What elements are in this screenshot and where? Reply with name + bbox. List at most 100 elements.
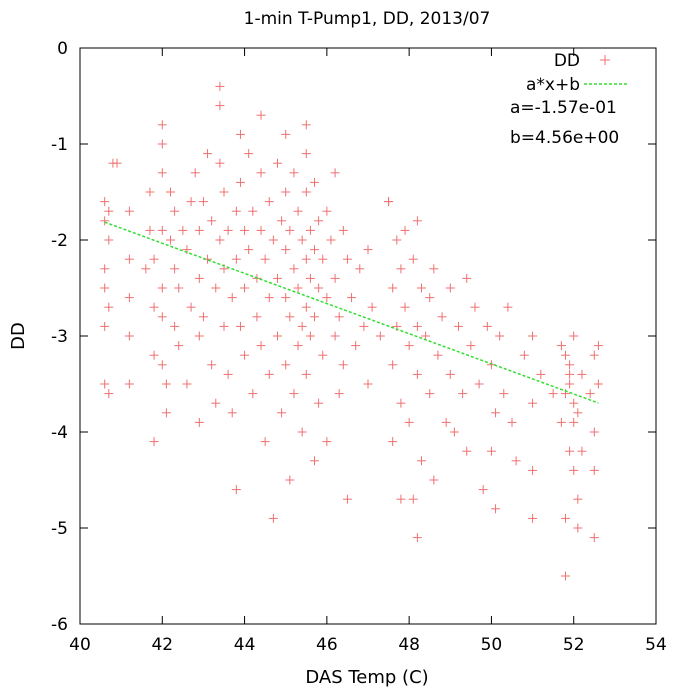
data-point xyxy=(565,446,575,456)
data-point xyxy=(556,417,566,427)
data-point xyxy=(240,350,250,360)
data-point xyxy=(445,369,455,379)
data-point xyxy=(334,312,344,322)
data-point xyxy=(235,321,245,331)
data-point xyxy=(215,81,225,91)
data-point xyxy=(285,225,295,235)
data-point xyxy=(268,513,278,523)
data-point xyxy=(375,331,385,341)
data-point xyxy=(256,168,266,178)
data-point xyxy=(573,408,583,418)
data-point xyxy=(310,245,320,255)
data-point xyxy=(297,427,307,437)
data-point xyxy=(124,379,134,389)
data-point xyxy=(322,206,332,216)
data-point xyxy=(174,341,184,351)
data-point xyxy=(252,312,262,322)
data-point xyxy=(112,158,122,168)
data-point xyxy=(400,225,410,235)
data-point xyxy=(248,206,258,216)
data-point xyxy=(429,475,439,485)
data-point xyxy=(100,197,110,207)
data-point xyxy=(215,235,225,245)
data-point xyxy=(359,321,369,331)
axis-ticks xyxy=(80,48,656,624)
data-point xyxy=(404,417,414,427)
data-point xyxy=(301,369,311,379)
data-point xyxy=(272,273,282,283)
data-point xyxy=(227,293,237,303)
data-point xyxy=(412,533,422,543)
data-point xyxy=(301,187,311,197)
data-point xyxy=(577,369,587,379)
data-point xyxy=(585,389,595,399)
data-point xyxy=(458,389,468,399)
data-point xyxy=(124,206,134,216)
data-point xyxy=(124,331,134,341)
data-point xyxy=(100,321,110,331)
data-point xyxy=(124,254,134,264)
data-point xyxy=(388,360,398,370)
data-point xyxy=(462,273,472,283)
data-point xyxy=(470,302,480,312)
data-point xyxy=(194,225,204,235)
data-point xyxy=(281,293,291,303)
data-point xyxy=(305,273,315,283)
data-point xyxy=(560,513,570,523)
data-point xyxy=(499,389,509,399)
data-point xyxy=(528,513,538,523)
data-point xyxy=(351,341,361,351)
data-point xyxy=(589,427,599,437)
data-point xyxy=(124,293,134,303)
data-point xyxy=(186,197,196,207)
data-point xyxy=(235,129,245,139)
data-point xyxy=(318,350,328,360)
data-point xyxy=(190,168,200,178)
data-point xyxy=(157,225,167,235)
data-point xyxy=(388,437,398,447)
data-point xyxy=(548,389,558,399)
data-point xyxy=(157,360,167,370)
data-point xyxy=(149,350,159,360)
data-point xyxy=(100,283,110,293)
data-point xyxy=(367,302,377,312)
data-point xyxy=(491,408,501,418)
x-tick-label: 52 xyxy=(563,635,585,655)
data-point xyxy=(565,360,575,370)
data-point xyxy=(264,293,274,303)
data-point xyxy=(392,235,402,245)
data-point xyxy=(207,216,217,226)
data-point xyxy=(305,225,315,235)
data-point xyxy=(272,331,282,341)
y-tick-label: -1 xyxy=(51,135,68,155)
data-point xyxy=(589,533,599,543)
data-point xyxy=(482,321,492,331)
data-point xyxy=(429,264,439,274)
legend-marker-dd xyxy=(600,55,610,65)
data-point xyxy=(186,302,196,312)
data-point xyxy=(104,235,114,245)
data-point xyxy=(511,456,521,466)
data-point xyxy=(565,379,575,389)
data-point xyxy=(593,379,603,389)
data-point xyxy=(408,254,418,264)
data-point xyxy=(416,456,426,466)
data-point xyxy=(334,389,344,399)
data-point xyxy=(408,494,418,504)
data-point xyxy=(248,389,258,399)
data-point xyxy=(412,321,422,331)
data-point xyxy=(166,187,176,197)
data-point xyxy=(281,187,291,197)
data-point xyxy=(281,245,291,255)
data-point xyxy=(203,149,213,159)
data-point xyxy=(145,187,155,197)
data-point xyxy=(338,225,348,235)
data-point xyxy=(215,101,225,111)
data-point xyxy=(441,417,451,427)
data-point xyxy=(314,283,324,293)
data-point xyxy=(569,417,579,427)
x-axis-label: DAS Temp (C) xyxy=(305,667,428,688)
data-point xyxy=(445,283,455,293)
data-point xyxy=(301,254,311,264)
